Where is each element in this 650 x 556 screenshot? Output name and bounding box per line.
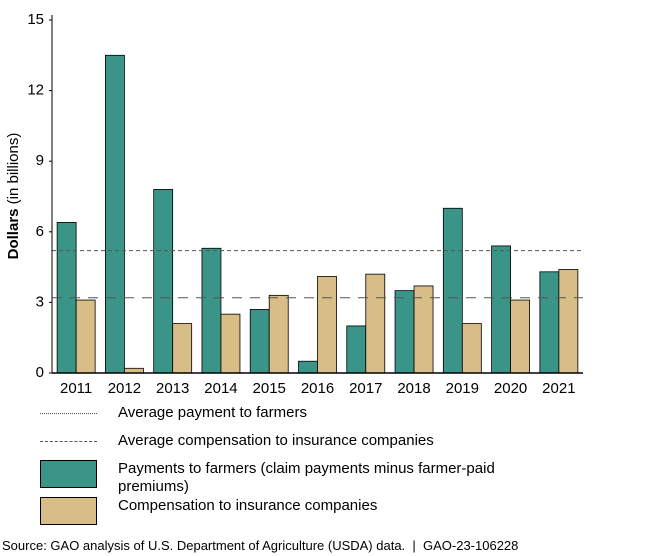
legend-item: Payments to farmers (claim payments minu… [40, 460, 538, 496]
bar [442, 207, 463, 374]
source-note: Source: GAO analysis of U.S. Department … [2, 538, 519, 553]
x-tick-label: 2012 [108, 380, 141, 397]
bar [105, 54, 125, 374]
bar [220, 313, 241, 374]
y-tick-label: 9 [36, 152, 44, 169]
y-tick-label: 6 [36, 223, 44, 240]
chart: Dollars (in billions) 0 3 6 9 12 15 2011 2012 20… [5, 11, 583, 397]
bar [298, 360, 318, 374]
x-tick-label: 2014 [204, 380, 237, 397]
x-tick-label: 2018 [397, 380, 430, 397]
legend-item: Average payment to farmers [40, 404, 538, 422]
y-tick-label: 3 [36, 293, 44, 310]
bar [461, 323, 482, 374]
bar [317, 276, 337, 374]
x-tick-label: 2013 [156, 380, 189, 397]
y-axis-label: Dollars (in billions) [5, 133, 22, 260]
legend-line-sample [40, 413, 97, 414]
bar [394, 290, 415, 374]
bar [510, 299, 530, 374]
x-tick-label: 2011 [60, 380, 92, 397]
bar [491, 245, 511, 374]
legend-label: Payments to farmers (claim payments minu… [118, 460, 495, 495]
bar [201, 247, 222, 374]
bar [153, 189, 174, 374]
legend-item: Average compensation to insurance compan… [40, 432, 538, 450]
bar [558, 269, 579, 374]
legend-line-sample [40, 441, 97, 442]
x-tick-label: 2015 [253, 380, 286, 397]
x-tick-label: 2019 [446, 380, 479, 397]
bar [365, 273, 386, 374]
legend-item: Compensation to insurance companies [40, 497, 538, 525]
bar [249, 309, 270, 374]
legend-swatch [40, 460, 97, 488]
y-tick-label: 0 [36, 364, 44, 381]
legend-label: Average payment to farmers [118, 404, 307, 421]
y-tick-label: 12 [27, 82, 44, 99]
bar [268, 294, 289, 374]
bar [172, 323, 193, 374]
y-tick-label: 15 [27, 11, 44, 28]
x-tick-label: 2021 [542, 380, 575, 397]
x-tick-label: 2020 [494, 380, 527, 397]
y-label-unit: (in billions) [5, 133, 22, 205]
bar [75, 299, 96, 374]
y-label-main: Dollars [5, 209, 22, 260]
legend-swatch [40, 497, 97, 525]
legend-label: Compensation to insurance companies [118, 497, 378, 514]
bar [346, 325, 367, 374]
legend-label: Average compensation to insurance compan… [118, 432, 434, 449]
x-tick-label: 2017 [349, 380, 382, 397]
bar [413, 285, 434, 374]
x-tick-label: 2016 [301, 380, 334, 397]
bar [539, 271, 560, 374]
